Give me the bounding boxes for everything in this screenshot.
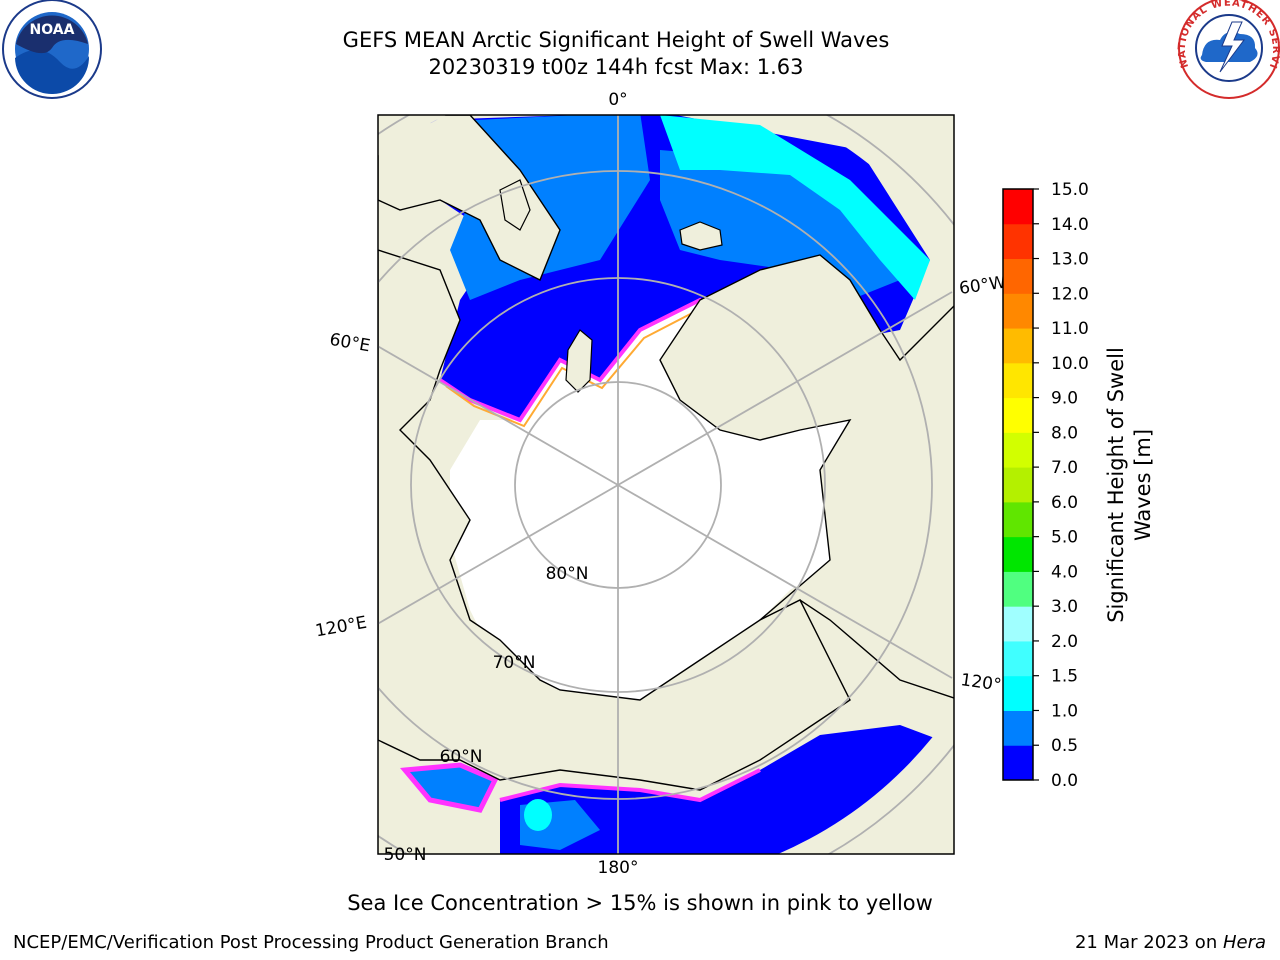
meridian-60w: [617, 291, 953, 486]
colorbar-segment: [1003, 710, 1033, 746]
ocean-pacific-cyan: [524, 799, 552, 831]
colorbar-tick-label: 7.0: [1051, 458, 1078, 478]
noaa-logo-text: NOAA: [30, 22, 75, 38]
colorbar-tick-label: 0.5: [1051, 736, 1078, 756]
colorbar-segment: [1003, 432, 1033, 468]
land-iceland: [679, 221, 723, 251]
colorbar-segment: [1003, 328, 1033, 364]
colorbar-tick-label: 10.0: [1051, 354, 1089, 374]
colorbar-segment: [1003, 293, 1033, 329]
noaa-logo: NOAA: [2, 0, 102, 99]
footer-credit: NCEP/EMC/Verification Post Processing Pr…: [13, 932, 609, 953]
parallel-label-70n: 70°N: [493, 653, 536, 673]
land-eurasia: [378, 249, 851, 791]
colorbar-tick-label: 15.0: [1051, 180, 1089, 200]
meridian-120w: [617, 484, 953, 679]
colorbar: 0.0 0.5 1.0 1.5 2.0 3.0 4.0 5.0 6.0 7.0 8.0 9.0 10.0…: [1002, 180, 1089, 791]
meridian-label-60e: 60°E: [328, 330, 372, 357]
colorbar-segment: [1003, 640, 1033, 677]
colorbar-segment: [1003, 223, 1033, 260]
parallel-label-60n: 60°N: [440, 747, 483, 767]
colorbar-frame: [1002, 188, 1034, 781]
colorbar-tick-label: 3.0: [1051, 597, 1078, 617]
colorbar-segment: [1003, 397, 1033, 433]
meridian-120e: [378, 484, 619, 625]
colorbar-tick-label: 0.0: [1051, 771, 1078, 791]
colorbar-tick-label: 14.0: [1051, 215, 1089, 235]
ocean-cyan-band: [660, 115, 930, 300]
land-novaya-zemlya: [565, 329, 593, 393]
meridian-label-0: 0°: [608, 90, 627, 110]
land-scandinavia: [378, 115, 561, 281]
colorbar-segment: [1003, 501, 1033, 538]
colorbar-tick-label: 2.0: [1051, 632, 1078, 652]
chart-title-line2: 20230319 t00z 144h fcst Max: 1.63: [428, 55, 804, 79]
meridian-60e: [378, 345, 619, 486]
colorbar-tick-label: 11.0: [1051, 319, 1089, 339]
graticule: [378, 115, 954, 854]
land-svalbard: [499, 179, 531, 231]
map-caption: Sea Ice Concentration > 15% is shown in …: [347, 891, 933, 915]
meridian-label-180: 180°: [598, 858, 639, 878]
footer-date-text: 21 Mar 2023 on: [1074, 932, 1223, 953]
footer-host: Hera: [1222, 932, 1266, 953]
colorbar-label-line1: Significant Height of Swell: [1104, 347, 1128, 623]
colorbar-tick-label: 9.0: [1051, 389, 1078, 409]
colorbar-tick-label: 13.0: [1051, 250, 1089, 270]
nws-logo-text: NATIONAL WEATHER SERVICE: [0, 0, 1280, 71]
ocean-okhotsk: [405, 765, 495, 810]
nws-logo: NATIONAL WEATHER SERVICE: [0, 0, 1280, 99]
colorbar-segment: [1003, 675, 1033, 711]
colorbar-tick-label: 12.0: [1051, 284, 1089, 304]
footer-date: 21 Mar 2023 on Hera: [1075, 932, 1266, 953]
colorbar-tick-label: 1.0: [1051, 701, 1078, 721]
ice-edge-okhotsk: [400, 762, 499, 813]
meridian-label-120e: 120°E: [314, 613, 368, 642]
colorbar-label-line2: Waves [m]: [1131, 429, 1155, 541]
parallel-label-80n: 80°N: [546, 564, 589, 584]
colorbar-segment: [1003, 536, 1033, 572]
colorbar-segment: [1003, 571, 1033, 607]
ocean-pacific-swell: [500, 725, 940, 854]
parallel-label-50n: 50°N: [384, 845, 427, 865]
colorbar-segment: [1003, 745, 1033, 781]
colorbar-segment: [1003, 189, 1033, 225]
colorbar-tick-label: 6.0: [1051, 493, 1078, 513]
colorbar-tick-label: 1.5: [1051, 667, 1078, 687]
colorbar-segment: [1003, 606, 1033, 642]
meridian-label-60w: 60°W: [958, 273, 1007, 299]
map-frame: [377, 114, 955, 855]
map-area: [378, 115, 954, 854]
colorbar-segment: [1003, 362, 1033, 399]
colorbar-tick-label: 4.0: [1051, 562, 1078, 582]
colorbar-tick-label: 8.0: [1051, 423, 1078, 443]
colorbar-segment: [1003, 467, 1033, 503]
colorbar-tick-label: 5.0: [1051, 528, 1078, 548]
chart-title-line1: GEFS MEAN Arctic Significant Height of S…: [342, 28, 890, 52]
colorbar-segment: [1003, 258, 1033, 294]
